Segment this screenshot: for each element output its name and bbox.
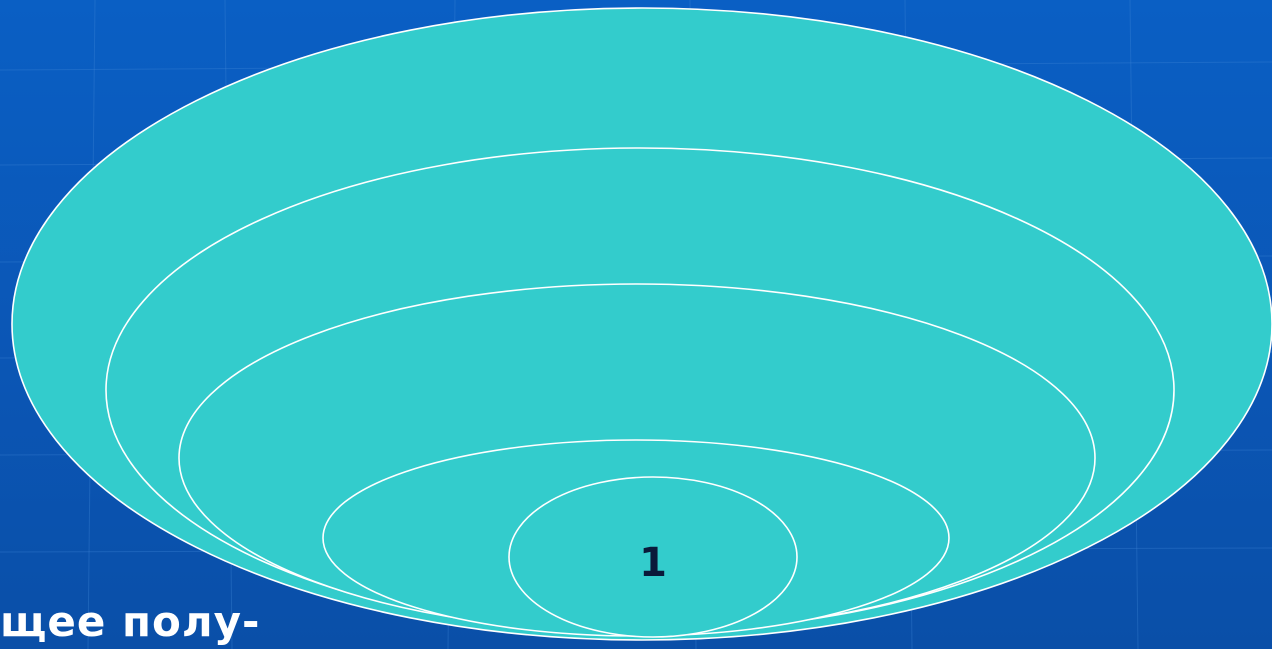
- ellipse-inner: [508, 476, 798, 638]
- partial-footer-text: щее полу-: [0, 597, 261, 646]
- ellipse-group: [11, 7, 1272, 641]
- center-label: 1: [639, 540, 667, 586]
